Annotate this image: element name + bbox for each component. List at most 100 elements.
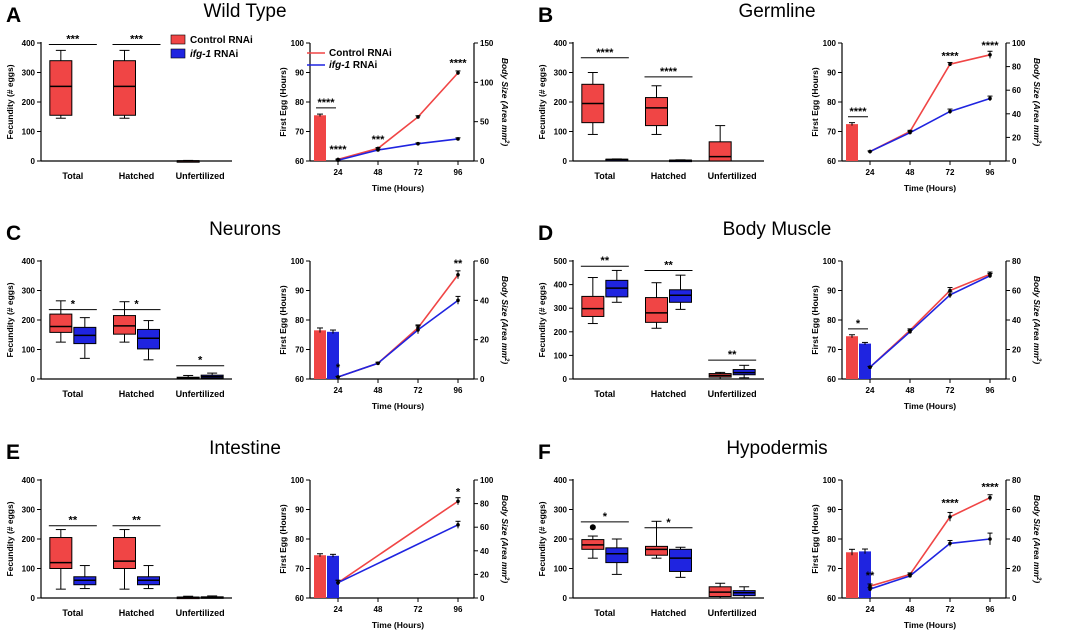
- body-size-significance-label: ****: [329, 144, 347, 156]
- left-tick-label: 100: [823, 39, 837, 48]
- x-category-label: Hatched: [651, 171, 687, 181]
- x-tick-label: 24: [866, 605, 875, 614]
- right-tick-label: 150: [480, 39, 494, 48]
- fecundity-chart-C: C Neurons 0 100 200 300 400 Fecundity (# eggs) T…: [5, 219, 281, 399]
- right-tick-label: 0: [480, 157, 485, 166]
- box-iqr: [645, 545, 668, 556]
- right-tick-label: 0: [1012, 157, 1017, 166]
- fecundity-chart-B: B Germline 0 100 200 300 400 Fecundity (# eggs)…: [537, 1, 816, 181]
- x-tick-label: 96: [986, 386, 995, 395]
- x-tick-label: 48: [374, 605, 383, 614]
- first-egg-bar: [314, 330, 326, 379]
- left-tick-label: 100: [291, 476, 305, 485]
- first-egg-bar: [846, 124, 858, 161]
- left-tick-label: 90: [827, 69, 836, 78]
- body-size-point: [868, 149, 872, 154]
- x-tick-label: 24: [334, 168, 343, 177]
- right-tick-label: 40: [1012, 535, 1021, 544]
- significance-label: ****: [660, 66, 678, 78]
- significance-label: *: [666, 517, 671, 529]
- right-tick-label: 40: [480, 296, 489, 305]
- right-tick-label: 0: [480, 375, 485, 384]
- x-category-label: Hatched: [651, 608, 687, 618]
- significance-label: **: [664, 259, 673, 271]
- body-size-point: [376, 148, 380, 152]
- fecundity-chart-E: E Intestine 0 100 200 300 400 Fecundity (# eggs…: [5, 438, 281, 618]
- box-iqr: [645, 97, 668, 127]
- x-tick-label: 96: [986, 168, 995, 177]
- legend-label-control-2: Control RNAi: [329, 48, 392, 59]
- body-size-significance-label: **: [866, 570, 875, 582]
- left-axis-title: First Egg (Hours): [810, 285, 820, 355]
- growth-chart-C: 60 70 80 90 100 0 20 40 60 First Egg (Hours) Body …: [278, 257, 510, 411]
- x-tick-label: 24: [334, 605, 343, 614]
- panel-label: E: [6, 441, 20, 464]
- left-tick-label: 90: [827, 506, 836, 515]
- panel-title: Germline: [738, 1, 815, 22]
- left-tick-label: 70: [827, 565, 836, 574]
- right-tick-label: 50: [480, 118, 489, 127]
- left-tick-label: 100: [291, 39, 305, 48]
- left-axis-title: First Egg (Hours): [278, 504, 288, 574]
- significance-label: **: [69, 515, 78, 527]
- y-tick-label: 400: [22, 257, 36, 266]
- y-tick-label: 400: [554, 281, 568, 290]
- y-tick-label: 200: [22, 316, 36, 325]
- left-tick-label: 70: [295, 565, 304, 574]
- body-size-point: [456, 272, 460, 277]
- body-size-point: [948, 515, 952, 519]
- growth-chart-A: 60 70 80 90 100 0 50 100 150 First Egg (Hours) Bod…: [278, 39, 510, 193]
- left-tick-label: 60: [827, 594, 836, 603]
- right-axis-title: Body Size (Area mm2): [1032, 58, 1042, 147]
- right-tick-label: 20: [1012, 133, 1021, 142]
- panel-title: Hypodermis: [726, 438, 827, 459]
- body-size-point: [908, 130, 912, 135]
- significance-label: ***: [130, 33, 144, 45]
- left-tick-label: 90: [295, 506, 304, 515]
- y-tick-label: 300: [554, 69, 568, 78]
- left-tick-label: 100: [823, 257, 837, 266]
- panel-title: Wild Type: [203, 1, 286, 22]
- body-size-line: [869, 275, 991, 368]
- body-size-line: [337, 138, 459, 161]
- box-iqr: [49, 313, 73, 333]
- fecundity-chart-F: F Hypodermis 0 100 200 300 400 Fecundity (# egg…: [537, 438, 828, 618]
- right-tick-label: 0: [1012, 375, 1017, 384]
- first-egg-bar: [314, 555, 326, 598]
- significance-label: **: [601, 255, 610, 267]
- y-tick-label: 100: [22, 565, 36, 574]
- y-tick-label: 200: [554, 98, 568, 107]
- y-axis-title: Fecundity (# eggs): [5, 501, 15, 576]
- body-size-point: [456, 523, 460, 527]
- body-size-point: [948, 541, 952, 546]
- first-egg-bar: [846, 336, 858, 379]
- body-size-line: [337, 72, 459, 161]
- right-tick-label: 60: [1012, 287, 1021, 296]
- right-tick-label: 0: [480, 594, 485, 603]
- significance-label: *: [134, 299, 139, 311]
- left-tick-label: 100: [291, 257, 305, 266]
- body-size-point: [908, 330, 912, 334]
- box-iqr: [669, 289, 692, 303]
- y-tick-label: 200: [22, 535, 36, 544]
- body-size-significance-label: **: [454, 258, 463, 270]
- x-tick-label: 72: [946, 168, 955, 177]
- x-axis-title: Time (Hours): [904, 620, 956, 630]
- right-tick-label: 80: [1012, 257, 1021, 266]
- body-size-point: [376, 361, 380, 366]
- significance-label: *: [198, 355, 203, 367]
- legend-swatch-ifg1: [170, 48, 186, 59]
- first-egg-bar: [327, 555, 339, 598]
- x-tick-label: 48: [374, 386, 383, 395]
- body-size-line: [337, 524, 459, 584]
- box-outlier: [589, 524, 596, 531]
- y-tick-label: 300: [22, 506, 36, 515]
- y-axis-title: Fecundity (# eggs): [537, 64, 547, 139]
- y-tick-label: 0: [563, 375, 568, 384]
- right-axis-title: Body Size (Area mm2): [1032, 276, 1042, 365]
- x-tick-label: 72: [946, 386, 955, 395]
- right-axis-title: Body Size (Area mm2): [500, 58, 510, 147]
- body-size-point: [948, 293, 952, 297]
- x-tick-label: 48: [374, 168, 383, 177]
- y-tick-label: 300: [554, 304, 568, 313]
